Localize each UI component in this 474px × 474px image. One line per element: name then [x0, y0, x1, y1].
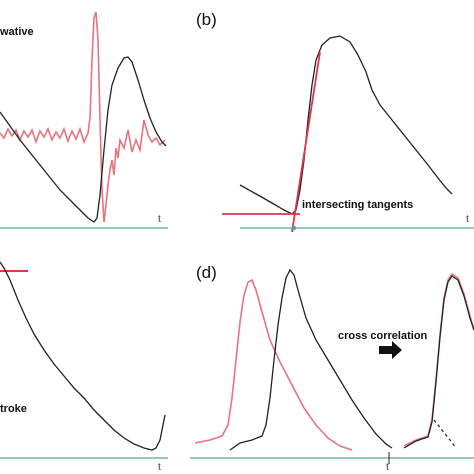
panel-d-delayed-pulse-line	[229, 268, 393, 451]
panel-b-intersection-marker	[291, 225, 297, 231]
panel-a-annotation: wative	[0, 26, 34, 38]
panel-c-annotation: troke	[0, 403, 27, 415]
panel-b-label: (b)	[196, 10, 217, 29]
panel-b-tangent-upstroke	[291, 51, 321, 233]
panel-a-axis-label: t	[158, 214, 161, 225]
panel-c-axis-label: t	[158, 462, 161, 473]
panel-b-pulse-line	[239, 35, 453, 215]
panel-a-pulse-line	[0, 56, 167, 223]
panel-d-overlay-delayed-line	[403, 275, 474, 449]
panel-d-overlay-reference-line	[403, 272, 474, 447]
panel-b: (b) t intersecting tangents	[196, 10, 474, 233]
panel-b-axis-label: t	[466, 214, 469, 225]
panel-b-annotation: intersecting tangents	[302, 199, 413, 211]
panel-d-label: (d)	[196, 263, 217, 282]
panel-d-axis-label: t	[386, 462, 389, 473]
panel-c-pulse-line	[0, 261, 166, 451]
panel-d-reference-pulse-line	[194, 278, 353, 451]
panel-d-overlay-dashed-line	[433, 419, 457, 449]
panel-d-annotation: cross correlation	[338, 330, 428, 342]
panel-c: t troke	[0, 261, 168, 473]
panel-a-derivative-line	[0, 11, 166, 223]
panel-d: (d) t cross correlation	[190, 263, 474, 473]
panel-d-arrow	[379, 341, 402, 359]
panel-a: t wative	[0, 11, 168, 229]
